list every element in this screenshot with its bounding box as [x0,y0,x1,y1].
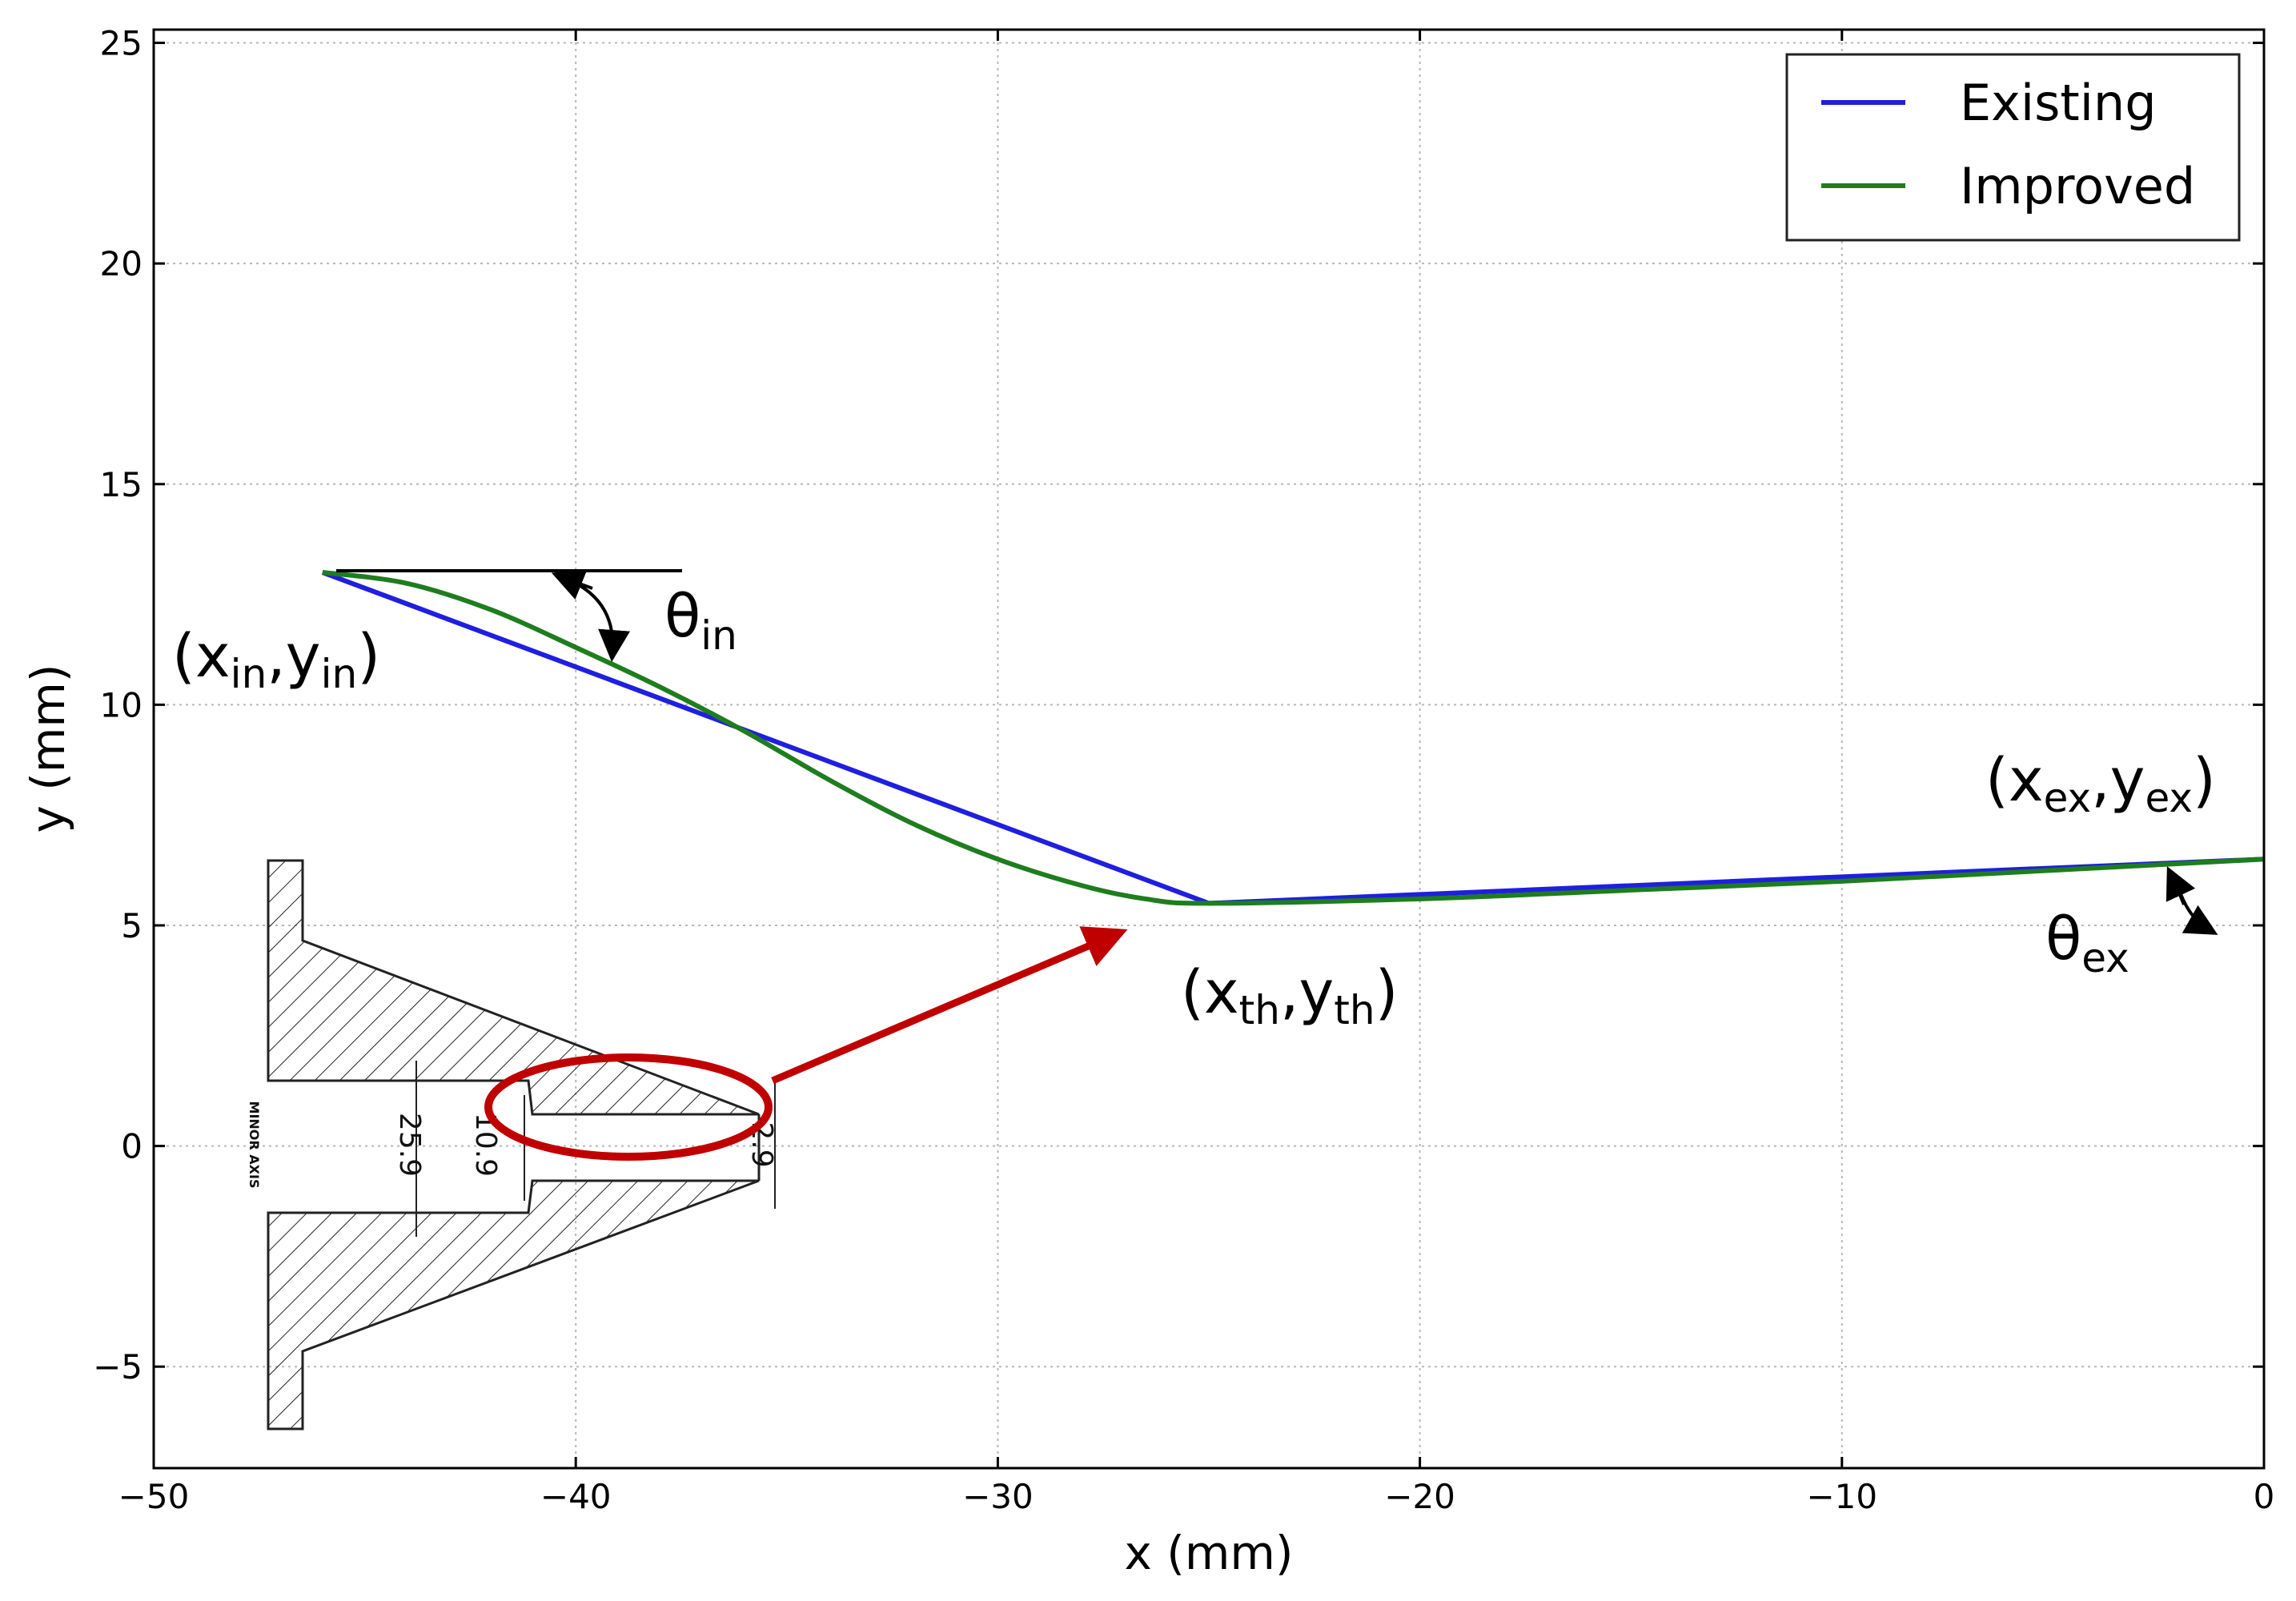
y-tick-label: 20 [100,244,142,283]
series-line-improved [322,570,2264,906]
nozzle-cross-section-inset: 25.9 10.9 2.9 MINOR AXIS [247,859,1128,1430]
legend-label-improved: Improved [1960,157,2195,215]
y-tick-label: 0 [121,1127,142,1166]
y-tick-label: 25 [100,24,142,63]
y-tick-label: −5 [93,1347,142,1386]
legend-box [1785,53,2241,242]
x-tick-label: −10 [1806,1477,1877,1516]
throat-point-label: (xth,yth) [1181,958,1398,1033]
y-tick-label: 10 [100,685,142,724]
y-axis-label: y (mm) [21,664,75,833]
plot-frame [152,28,2266,1470]
series-lines [321,570,2264,906]
y-tick-label: 5 [121,906,142,945]
y-tick-label: 15 [100,465,142,504]
inlet-point-label: (xin,yin) [172,622,380,697]
theta-in-label: θin [664,582,737,659]
lower-wall [267,1179,760,1430]
x-tick-label: −30 [962,1477,1034,1516]
x-tick-label: −20 [1384,1477,1455,1516]
dim-label-25-9: 25.9 [393,1113,426,1177]
highlight-arrow [771,926,1128,1085]
minor-axis-label: MINOR AXIS [247,1101,262,1189]
legend: Existing Improved [1785,53,2241,242]
legend-label-existing: Existing [1960,74,2157,132]
x-tick-label: −40 [540,1477,612,1516]
theta-in-arrow-back [551,569,593,600]
highlight-ellipse [484,1053,773,1161]
x-tick-label: −50 [118,1477,190,1516]
x-tick-label: 0 [2254,1477,2275,1516]
upper-wall [267,859,760,1116]
theta-ex-label: θex [2045,905,2129,981]
x-axis-label: x (mm) [1124,1526,1293,1580]
theta-ex-arrow-back [2166,866,2196,905]
exit-point-label: (xex,yex) [1985,746,2216,821]
